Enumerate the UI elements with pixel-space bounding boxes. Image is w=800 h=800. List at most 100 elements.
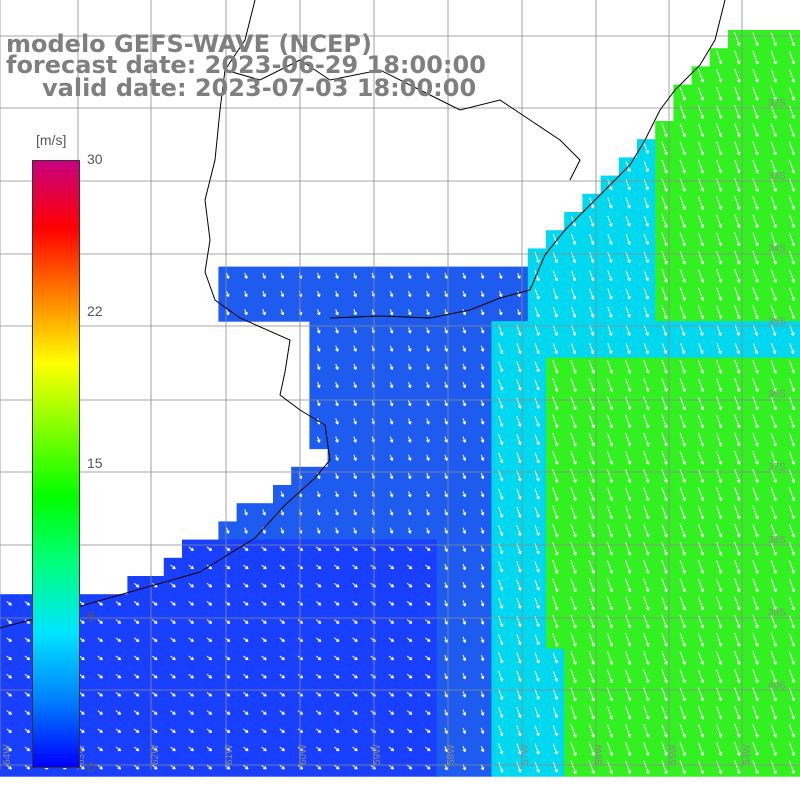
wind-arrow <box>752 560 759 574</box>
wind-arrow <box>661 742 668 756</box>
wind-arrowhead <box>264 638 267 642</box>
wind-arrow <box>697 723 704 738</box>
wind-arrow <box>734 214 740 228</box>
wind-arrow <box>498 525 503 536</box>
wind-arrow <box>606 632 613 647</box>
wind-arrow <box>498 324 503 336</box>
wind-arrow <box>588 523 595 538</box>
lon-label: 63W <box>76 744 87 765</box>
wind-arrow <box>643 396 649 410</box>
wind-arrowhead <box>155 620 158 624</box>
wind-arrow <box>679 560 686 574</box>
wind-arrow <box>534 634 540 646</box>
wind-arrow <box>588 651 595 665</box>
wind-arrow <box>570 396 577 410</box>
wind-arrow <box>788 305 795 319</box>
wind-arrow <box>498 743 503 755</box>
wind-arrow <box>588 541 595 556</box>
wind-arrowhead <box>119 766 122 770</box>
wind-arrow <box>734 760 740 774</box>
wind-arrow <box>661 287 668 301</box>
wind-arrow <box>716 560 722 574</box>
wind-arrow <box>770 287 777 301</box>
wind-arrowhead <box>119 602 122 606</box>
wind-arrowhead <box>246 675 249 679</box>
wind-arrowhead <box>410 602 413 606</box>
wind-arrow <box>752 196 759 210</box>
wind-arrowhead <box>173 766 176 770</box>
wind-arrow <box>734 50 740 65</box>
wind-arrowhead <box>155 602 158 606</box>
wind-arrow <box>716 232 722 247</box>
wind-arrow <box>716 432 722 447</box>
wind-arrow <box>552 505 558 520</box>
wind-arrow <box>661 723 668 738</box>
wind-arrow <box>625 632 631 647</box>
wind-arrow <box>570 596 577 611</box>
lon-label: 64W <box>2 744 13 765</box>
colorbar <box>32 160 80 768</box>
wind-arrowhead <box>228 547 231 551</box>
wind-arrow <box>734 123 740 137</box>
wind-arrow <box>534 597 540 609</box>
wind-arrowhead <box>210 638 213 642</box>
coastline <box>0 0 726 629</box>
wind-arrow <box>680 343 685 354</box>
wind-arrow <box>570 469 577 483</box>
wind-arrow <box>552 396 558 410</box>
wind-arrow <box>534 725 540 737</box>
wind-arrowhead <box>119 747 122 751</box>
wind-arrowhead <box>319 584 322 588</box>
wind-arrow <box>770 305 777 319</box>
wind-arrow <box>697 669 704 683</box>
wind-arrow <box>716 632 722 647</box>
wind-arrowhead <box>173 602 176 606</box>
wind-arrow <box>661 343 667 354</box>
wind-arrowhead <box>228 729 231 733</box>
wind-arrow <box>625 359 631 374</box>
wind-arrow <box>788 378 795 392</box>
wind-arrowhead <box>373 584 376 588</box>
wind-arrow <box>625 450 631 465</box>
wind-arrowhead <box>282 620 285 624</box>
wind-arrow <box>643 614 649 629</box>
wind-arrowhead <box>100 656 103 660</box>
wind-arrowhead <box>191 565 194 569</box>
wind-arrow <box>552 614 558 629</box>
wind-arrow <box>498 688 503 700</box>
wind-arrow <box>770 105 777 119</box>
colorbar-tick-8: 8 <box>87 608 95 624</box>
wind-arrow <box>752 523 759 538</box>
lon-label: 60W <box>298 744 309 765</box>
wind-arrow <box>788 541 795 556</box>
wind-arrow <box>716 541 722 556</box>
wind-arrow <box>716 523 722 538</box>
wind-arrow <box>588 723 595 738</box>
wind-arrow <box>516 452 522 464</box>
wind-arrowhead <box>301 565 304 569</box>
wind-arrow <box>788 469 795 483</box>
wind-arrowhead <box>319 729 322 733</box>
wind-arrow <box>643 723 649 738</box>
wind-arrowhead <box>337 747 340 751</box>
wind-arrowhead <box>228 656 231 660</box>
wind-arrowhead <box>119 620 122 624</box>
wind-arrow <box>697 378 704 392</box>
wind-arrow <box>661 523 668 538</box>
wind-arrow <box>643 215 649 227</box>
wind-arrow <box>716 287 722 301</box>
wind-arrow <box>734 32 740 46</box>
wind-arrow <box>697 159 704 174</box>
wind-arrow <box>788 632 795 647</box>
wind-arrowhead <box>246 584 249 588</box>
wind-arrow <box>752 742 759 756</box>
wind-arrow <box>625 742 631 756</box>
wind-arrowhead <box>282 565 285 569</box>
wind-arrow <box>716 705 722 720</box>
wind-arrow <box>607 270 613 282</box>
wind-arrow <box>570 432 577 447</box>
wind-arrowhead <box>210 547 213 551</box>
wind-arrow <box>770 651 777 665</box>
wind-arrow <box>552 652 558 664</box>
wind-arrow <box>661 596 668 611</box>
